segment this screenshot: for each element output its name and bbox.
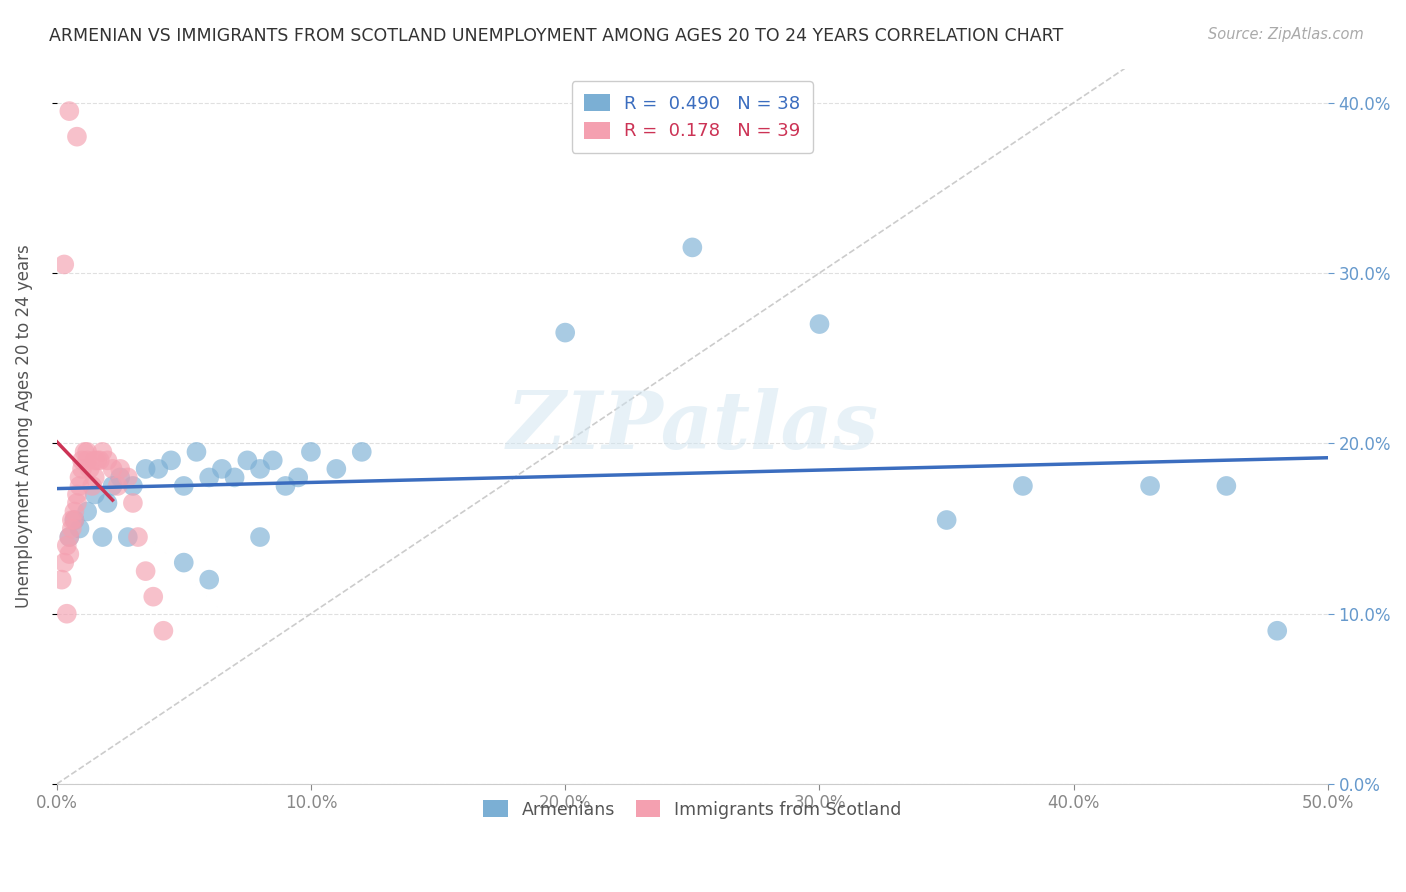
Point (66, 496, 89, 510)
Point (79, 462, 101, 476)
Point (107, 479, 129, 493)
Point (249, 530, 271, 544)
Point (173, 479, 195, 493)
Point (117, 530, 139, 544)
Point (127, 530, 149, 544)
Point (299, 445, 322, 459)
Point (142, 590, 165, 604)
Point (135, 462, 157, 476)
Point (60, 513, 83, 527)
Point (1012, 479, 1035, 493)
Point (91, 530, 114, 544)
Point (66, 487, 89, 501)
Point (117, 470, 139, 484)
Point (83, 487, 105, 501)
Point (554, 326, 576, 340)
Point (58, 530, 80, 544)
Point (69, 479, 91, 493)
Point (69, 470, 91, 484)
Point (76, 453, 98, 467)
Point (350, 445, 373, 459)
Point (249, 462, 271, 476)
Point (76, 504, 98, 518)
Legend: Armenians, Immigrants from Scotland: Armenians, Immigrants from Scotland (477, 793, 908, 825)
Point (96, 496, 118, 510)
Point (89, 453, 111, 467)
Point (66, 129, 89, 144)
Point (274, 479, 297, 493)
Point (101, 462, 124, 476)
Point (53, 257, 76, 271)
Point (101, 479, 124, 493)
Point (82, 479, 104, 493)
Point (91, 445, 114, 459)
Point (96, 453, 118, 467)
Point (262, 453, 284, 467)
Point (69, 522, 91, 536)
Point (173, 556, 195, 570)
Point (86, 453, 108, 467)
Point (63, 513, 86, 527)
Point (1139, 479, 1161, 493)
Point (83, 453, 105, 467)
Point (935, 513, 957, 527)
Point (135, 564, 157, 578)
Point (186, 445, 208, 459)
Point (63, 513, 86, 527)
Point (1215, 479, 1237, 493)
Point (70, 453, 93, 467)
Text: Source: ZipAtlas.com: Source: ZipAtlas.com (1208, 27, 1364, 42)
Point (122, 479, 145, 493)
Point (160, 453, 183, 467)
Y-axis label: Unemployment Among Ages 20 to 24 years: Unemployment Among Ages 20 to 24 years (15, 244, 32, 608)
Point (58, 104, 80, 119)
Point (58, 530, 80, 544)
Point (198, 470, 221, 484)
Point (211, 462, 233, 476)
Point (1265, 624, 1288, 638)
Point (51, 573, 73, 587)
Point (236, 453, 259, 467)
Text: ARMENIAN VS IMMIGRANTS FROM SCOTLAND UNEMPLOYMENT AMONG AGES 20 TO 24 YEARS CORR: ARMENIAN VS IMMIGRANTS FROM SCOTLAND UNE… (49, 27, 1063, 45)
Text: ZIPatlas: ZIPatlas (506, 387, 879, 465)
Point (58, 547, 80, 561)
Point (55, 539, 77, 553)
Point (83, 470, 105, 484)
Point (122, 496, 145, 510)
Point (60, 522, 83, 536)
Point (53, 556, 76, 570)
Point (73, 445, 96, 459)
Point (148, 462, 170, 476)
Point (70, 462, 93, 476)
Point (55, 607, 77, 621)
Point (198, 573, 221, 587)
Point (76, 445, 98, 459)
Point (152, 624, 174, 638)
Point (108, 462, 131, 476)
Point (808, 317, 831, 331)
Point (108, 470, 131, 484)
Point (224, 470, 246, 484)
Point (681, 240, 703, 254)
Point (287, 470, 309, 484)
Point (325, 462, 347, 476)
Point (63, 504, 86, 518)
